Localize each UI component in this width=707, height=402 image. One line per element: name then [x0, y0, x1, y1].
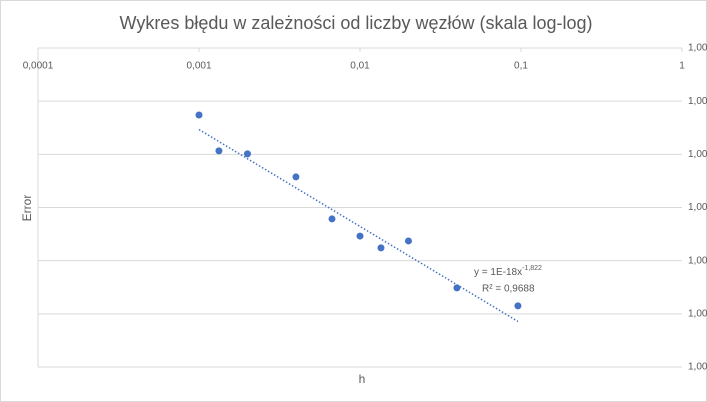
y-axis-title: Error: [20, 195, 34, 222]
trendline: [198, 128, 519, 323]
y-tick-label: 1,00E-13: [688, 149, 707, 160]
trendline-equation: y = 1E-18x-1,822: [474, 265, 542, 278]
x-tick-label: 0,0001: [23, 61, 54, 72]
x-tick-label: 0,1: [514, 61, 528, 72]
x-tick-label: 1: [679, 61, 685, 72]
point: [328, 215, 336, 223]
trendline-equation-base: y = 1E-18x: [474, 267, 522, 278]
point: [243, 150, 251, 158]
trendline-r2: R² = 0,9688: [482, 284, 535, 295]
y-tick-label: 1,00E-11: [688, 43, 707, 54]
y-tick-label: 1,00E-14: [688, 202, 707, 213]
point: [292, 173, 300, 181]
point: [377, 244, 385, 252]
point: [195, 111, 203, 119]
point: [215, 147, 223, 155]
y-tick-label: 1,00E-12: [688, 96, 707, 107]
trendline-exponent: -1,822: [522, 265, 542, 272]
point: [514, 302, 522, 310]
point: [453, 284, 461, 292]
point: [404, 237, 412, 245]
x-tick-label: 0,001: [186, 61, 211, 72]
y-tick-label: 1,00E-15: [688, 255, 707, 266]
chart-title: Wykres błędu w zależności od liczby węzł…: [119, 13, 592, 33]
point: [356, 232, 364, 240]
y-tick-label: 1,00E-16: [688, 308, 707, 319]
y-tick-label: 1,00E-17: [688, 362, 707, 373]
x-axis-title: h: [359, 372, 366, 386]
x-tick-label: 0,01: [350, 61, 370, 72]
